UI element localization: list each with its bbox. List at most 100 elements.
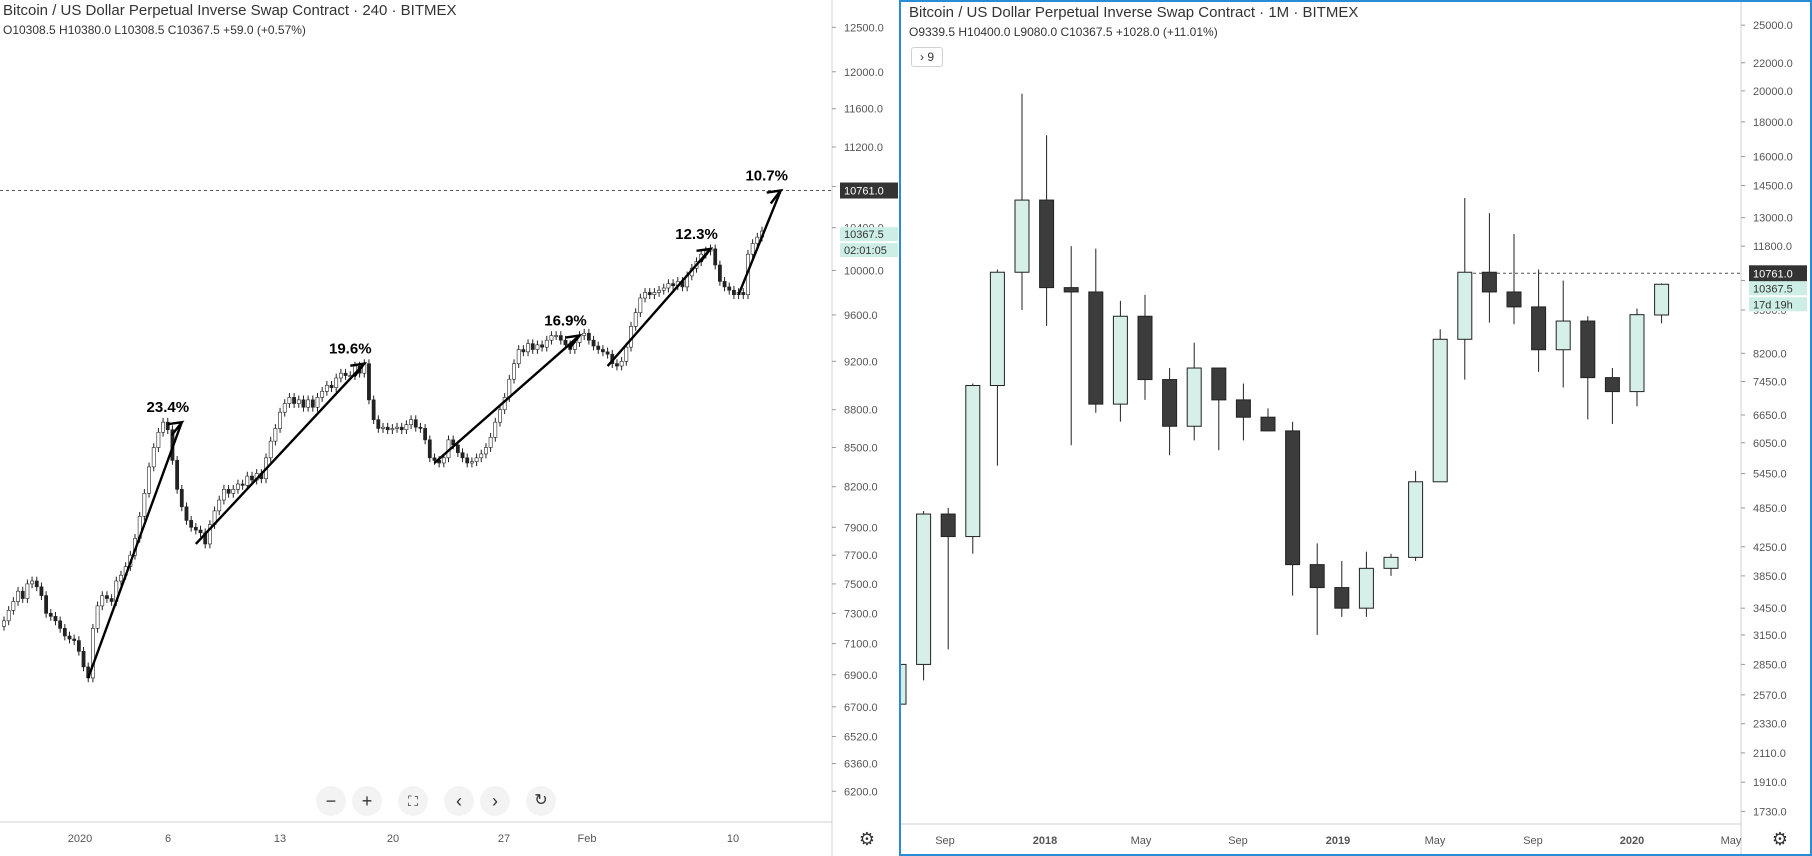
candle-body <box>100 595 105 607</box>
candle-body <box>334 377 339 388</box>
candle-body <box>605 351 610 355</box>
candle-body <box>717 264 722 282</box>
candle-body <box>441 457 446 464</box>
x-tick-label: 2018 <box>1033 835 1057 847</box>
candle-body <box>142 493 147 517</box>
candle-body <box>1063 287 1079 293</box>
y-tick-label: 1730.0 <box>1753 806 1787 818</box>
candle-body <box>231 489 236 494</box>
level-tag-bg <box>1749 265 1807 282</box>
zoom-out-button[interactable]: − <box>316 786 346 816</box>
y-tick-label: 2330.0 <box>1753 719 1787 731</box>
candle-body <box>451 439 456 446</box>
y-tick-label: 11200.0 <box>844 142 883 154</box>
candle-body <box>315 397 320 408</box>
candle-body <box>474 457 479 463</box>
candle-body <box>916 513 932 665</box>
x-tick-label: 2020 <box>68 833 92 845</box>
candle-body <box>484 447 488 455</box>
scroll-right-button[interactable]: › <box>480 786 510 816</box>
candle-body <box>647 292 652 295</box>
candle-body <box>633 312 638 327</box>
candle-body <box>591 339 596 347</box>
trend-arrow <box>87 421 183 679</box>
candle-body <box>615 363 619 367</box>
chart-area-240[interactable]: 12500.012000.011600.011200.010800.010400… <box>0 0 898 856</box>
y-tick-label: 13000.0 <box>1753 213 1793 225</box>
candle-body <box>287 397 292 404</box>
candle-body <box>245 475 250 486</box>
candle-body <box>156 431 161 448</box>
trend-arrow <box>606 248 712 367</box>
candle-body <box>1285 430 1301 566</box>
candle-body <box>390 428 395 431</box>
level-tag-bg <box>840 182 898 199</box>
candle-body <box>1088 291 1104 405</box>
y-tick-label: 25000.0 <box>1753 20 1793 32</box>
candle-body <box>741 292 746 295</box>
candle-body <box>278 411 282 429</box>
candle-body <box>460 452 465 459</box>
candle-body <box>91 628 95 679</box>
level-tag: 10761.0 <box>844 186 884 198</box>
candle-body <box>563 339 568 346</box>
candle-body <box>58 620 63 629</box>
y-tick-label: 8200.0 <box>1753 348 1787 360</box>
candle-body <box>193 526 198 531</box>
ohlc-readout: O10308.5 H10380.0 L10308.5 C10367.5 +59.… <box>3 23 306 37</box>
chart-pane-1m[interactable]: 25000.0 22000.0 20000.0 18000.0 16000.0 14500… <box>899 0 1812 856</box>
fit-screen-button[interactable]: ⛶ <box>398 786 428 816</box>
candle-body <box>67 635 72 640</box>
candle-body <box>554 335 559 337</box>
y-tick-label: 6700.0 <box>844 702 878 714</box>
indicators-toggle[interactable]: › 9 <box>911 47 943 67</box>
candle-body <box>498 409 502 423</box>
chart-area-1m[interactable]: 25000.0 22000.0 20000.0 18000.0 16000.0 14500… <box>901 2 1810 854</box>
candle-body <box>207 524 212 545</box>
chart-pane-240[interactable]: 12500.012000.011600.011200.010800.010400… <box>0 0 898 856</box>
candle-body <box>666 283 671 289</box>
candle-body <box>222 489 226 501</box>
chart-title: Bitcoin / US Dollar Perpetual Inverse Sw… <box>3 2 457 19</box>
y-tick-label: 2850.0 <box>1753 659 1787 671</box>
arrow-head <box>350 362 368 378</box>
reset-chart-button[interactable]: ↻ <box>526 786 556 816</box>
trend-arrow <box>194 362 366 545</box>
candle-body <box>109 598 114 602</box>
y-tick-label: 20000.0 <box>1753 86 1793 98</box>
price-tag: 10367.5 <box>844 229 884 241</box>
candle-body <box>657 289 661 293</box>
candle-body <box>367 363 371 401</box>
candle-body <box>1457 271 1473 340</box>
candle-body <box>189 520 194 528</box>
zoom-in-button[interactable]: + <box>352 786 382 816</box>
y-tick-label: 4250.0 <box>1753 542 1787 554</box>
candle-body <box>540 344 544 348</box>
y-tick-label: 7300.0 <box>844 608 878 620</box>
y-tick-label: 1910.0 <box>1753 777 1787 789</box>
gear-icon[interactable]: ⚙ <box>858 829 876 849</box>
candle-body <box>198 529 203 534</box>
candle-body <box>1506 291 1522 308</box>
scroll-left-button[interactable]: ‹ <box>444 786 474 816</box>
candle-body <box>53 616 58 622</box>
x-tick-label: Sep <box>1228 835 1248 847</box>
trend-arrow <box>737 190 782 296</box>
candle-body <box>409 419 413 425</box>
gear-icon[interactable]: ⚙ <box>1771 829 1789 849</box>
candle-body <box>236 483 240 490</box>
y-tick-label: 9600.0 <box>844 310 878 322</box>
gain-label: 12.3% <box>675 226 718 243</box>
candle-body <box>727 286 732 291</box>
arrow-head <box>766 188 784 205</box>
candle-body <box>586 332 591 341</box>
y-tick-label: 12500.0 <box>844 22 884 34</box>
candle-body <box>465 457 470 464</box>
y-tick-label: 14500.0 <box>1753 181 1793 193</box>
candle-body <box>1408 481 1424 558</box>
candle-body <box>1162 379 1178 427</box>
y-tick-label: 3450.0 <box>1753 603 1787 615</box>
y-tick-label: 9200.0 <box>844 356 878 368</box>
candle-body <box>217 499 222 512</box>
gain-label: 16.9% <box>544 313 587 330</box>
